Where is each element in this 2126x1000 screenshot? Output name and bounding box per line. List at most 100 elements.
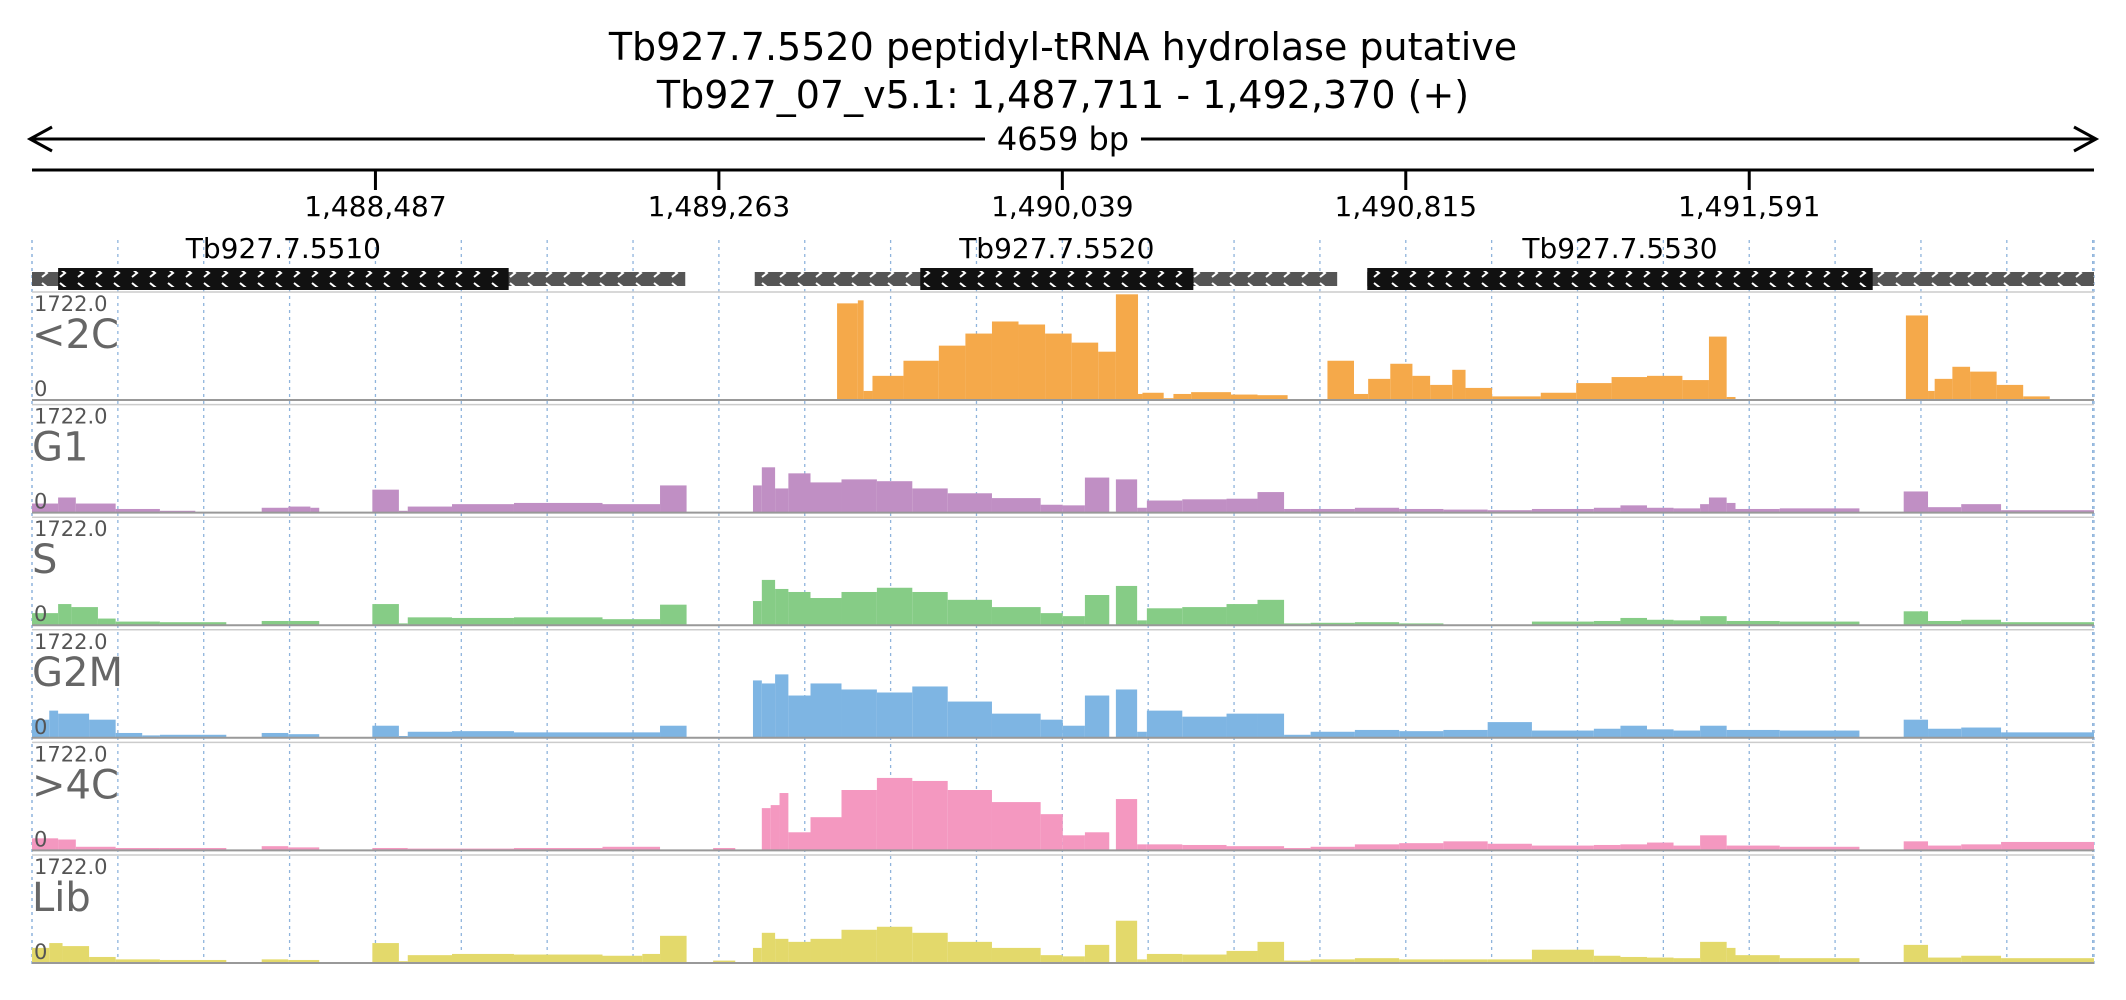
coverage-bar [97,618,116,626]
coverage-bar [1327,360,1354,400]
coverage-bar [1620,956,1647,963]
coverage-bar [1465,387,1493,400]
coverage-bar [159,959,227,963]
x-tick-label: 1,491,591 [1678,190,1821,223]
coverage-bar [1646,619,1674,626]
chart-title: Tb927.7.5520 peptidyl-tRNA hydrolase put… [608,25,1517,69]
coverage-bar [1726,502,1736,513]
coverage-bar [49,943,63,963]
coverage-bar [1182,607,1227,626]
coverage-bar [1934,378,1953,400]
coverage-bar [1040,504,1063,513]
coverage-bar [947,701,992,738]
coverage-bar [32,838,59,851]
coverage-bar [1928,507,1962,513]
coverage-bar [372,489,399,513]
coverage-bar [2001,622,2094,626]
coverage-bar [1146,500,1183,513]
coverage-bar [115,959,160,963]
coverage-bar [602,732,661,738]
coverage-bar [1310,508,1355,513]
coverage-bar [372,604,399,626]
coverage-bar [1620,725,1647,738]
coverage-bar [1487,510,1532,513]
coverage-bar [841,929,877,963]
coverage-bar [1284,960,1311,963]
x-tick-label: 1,489,263 [648,190,791,223]
span-arrow-left [26,125,53,153]
coverage-bar [407,955,453,963]
coverage-bar [761,683,776,738]
coverage-bar [1452,369,1466,400]
track-name-label: Lib [32,875,91,921]
coverage-bar [1646,957,1674,963]
track-min-label: 0 [34,377,47,401]
coverage-bar [89,719,116,738]
coverage-bar [841,591,877,626]
coverage-bar [1443,729,1488,738]
coverage-bar [903,360,939,400]
track-S: 1722.0S 0 [32,516,2094,627]
coverage-bar [1137,959,1147,963]
coverage-bar [841,790,877,851]
coverage-bar [1928,620,1962,626]
coverage-bar [32,503,59,513]
coverage-bar [1226,604,1258,626]
coverage-bar [761,808,771,851]
coverage-bar [1487,722,1532,738]
coverage-bar [841,689,877,738]
coverage-bar [1593,728,1621,738]
coverage-bar [1354,729,1400,738]
coverage-bar [912,780,948,851]
coverage-bar [1593,955,1621,963]
coverage-bar [761,579,776,626]
coverage-bar [602,619,661,626]
coverage-bar [1115,294,1139,400]
coverage-bar [1137,731,1147,738]
coverage-bar [752,947,762,963]
coverage-bar [1084,477,1110,513]
coverage-bar [1284,847,1311,851]
coverage-bar [1443,509,1488,513]
coverage-bar [1310,846,1355,851]
coverage-bar [1115,920,1138,963]
coverage-bar [947,941,992,963]
track-max-label: 1722.0 [34,855,107,879]
coverage-bar [1700,504,1709,513]
track-name-label: G1 [32,425,88,471]
coverage-bar [1284,734,1311,738]
x-axis-ticks: 1,488,487 1,489,263 1,490,039 1,490,815 1,49… [304,170,1820,223]
gene-feature: Tb927.7.5530 [1367,232,2094,290]
coverage-bar [775,674,789,738]
coverage-bar [1620,505,1647,513]
coverage-bar [761,467,776,513]
coverage-bar [1146,608,1183,626]
track-min-label: 0 [34,602,47,626]
coverage-bar [876,692,913,738]
coverage-bar [1354,622,1400,626]
coverage-bar [1443,841,1488,851]
gene-feature: Tb927.7.5510 [32,232,686,290]
coverage-bar [2001,841,2094,851]
coverage-tracks: 1722.0<2C01722.0G101722.0S01722.0G2M0172… [32,291,2094,964]
coverage-bar [810,938,842,963]
coverage-bar [761,932,776,963]
coverage-bar [1368,378,1391,400]
coverage-bar [1726,947,1736,963]
coverage-bar [713,847,736,851]
coverage-bar [775,488,789,513]
coverage-bar [1735,955,1780,963]
coverage-bar [752,601,762,626]
coverage-bar [1084,695,1110,738]
coverage-bar [1779,846,1860,851]
coverage-bar [261,732,289,738]
x-tick-label: 1,490,815 [1335,190,1478,223]
coverage-bar [1115,799,1138,851]
coverage-bar [1040,719,1063,738]
coverage-bar [513,732,603,738]
coverage-bar [775,938,789,963]
span-length-label: 4659 bp [997,120,1129,158]
coverage-bar [1646,507,1674,513]
coverage-bar [1137,844,1147,851]
